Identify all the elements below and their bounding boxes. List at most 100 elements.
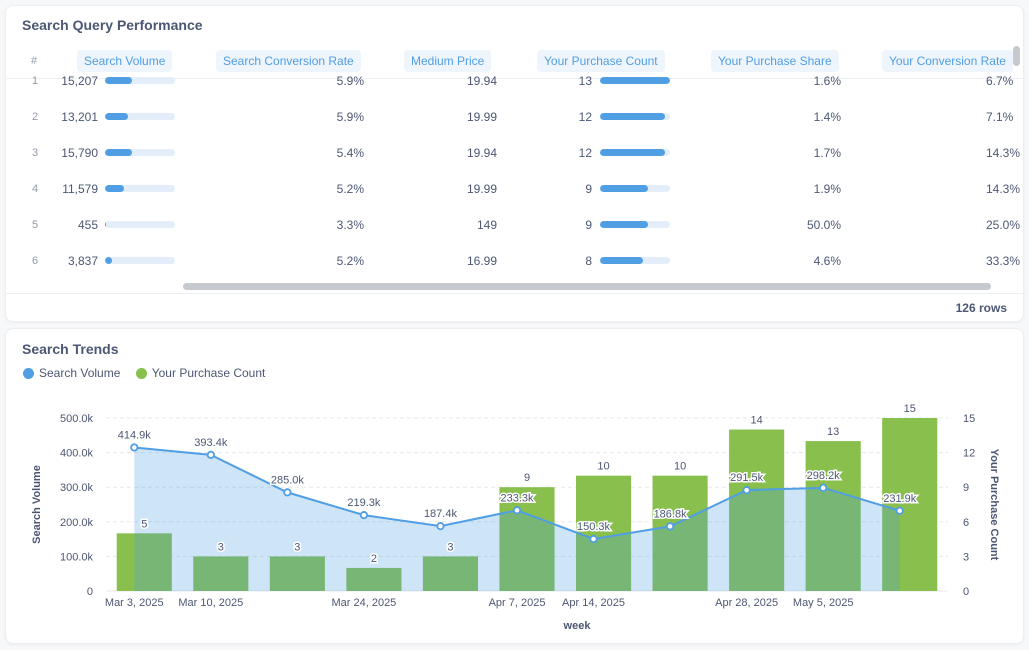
medium-price-cell: 19.99 (466, 110, 497, 124)
search-trends-card: Search Trends Search Volume Your Purchas… (5, 328, 1024, 644)
search-volume-bar (105, 113, 175, 120)
legend-dot-search-volume (23, 367, 34, 379)
row-index: 5 (32, 219, 39, 231)
x-tick-label: Mar 10, 2025 (178, 597, 243, 609)
purchase-count-data-label: 10 (674, 461, 686, 473)
search-conversion-rate-cell: 5.2% (336, 254, 364, 268)
search-conversion-rate-cell: 5.9% (336, 110, 364, 124)
search-volume-point (589, 534, 598, 544)
search-volume-point (206, 450, 215, 459)
legend-label-search-volume: Search Volume (39, 366, 121, 380)
y-right-tick-label: 3 (963, 551, 969, 563)
search-volume-data-label: 233.3k (500, 492, 534, 504)
purchase-count-bar (600, 221, 670, 228)
purchase-count-cell: 12 (578, 110, 592, 124)
table-row[interactable]: 2 13,201 5.9% 19.99 12 1.4% 7.1% (6, 99, 1025, 135)
y-left-tick-label: 0 (87, 586, 93, 598)
purchase-count-data-label: 3 (447, 541, 453, 553)
conversion-rate-cell: 14.3% (986, 182, 1021, 196)
x-tick-label: Apr 14, 2025 (562, 597, 625, 609)
purchase-share-cell: 50.0% (806, 218, 841, 232)
search-volume-data-label: 219.3k (347, 497, 381, 509)
purchase-count-bar (346, 567, 402, 591)
column-header-your-conversion-rate[interactable]: Your Conversion Rate (882, 50, 1013, 72)
row-index: 4 (32, 183, 39, 195)
column-header-search-volume[interactable]: Search Volume (77, 50, 173, 72)
search-volume-bar (105, 77, 175, 84)
table-row[interactable]: 6 3,837 5.2% 16.99 8 4.6% 33.3% (6, 243, 1025, 279)
purchase-count-bar (422, 556, 479, 591)
vertical-scrollbar[interactable] (1013, 46, 1020, 66)
legend-dot-purchase-count (135, 367, 147, 379)
purchase-count-data-label: 14 (751, 415, 763, 427)
medium-price-cell: 19.94 (466, 146, 497, 160)
search-volume-cell: 11,579 (62, 182, 98, 196)
column-header-medium-price[interactable]: Medium Price (404, 50, 492, 72)
column-header-search-conversion-rate[interactable]: Search Conversion Rate (216, 50, 361, 72)
row-index: 3 (32, 147, 39, 159)
search-volume-data-label: 150.3k (577, 521, 611, 533)
conversion-rate-cell: 25.0% (986, 218, 1021, 232)
search-volume-data-label: 186.8k (654, 508, 688, 520)
search-volume-data-label: 393.4k (194, 437, 228, 449)
x-tick-label: Mar 24, 2025 (331, 597, 396, 609)
search-conversion-rate-cell: 5.2% (336, 182, 364, 196)
purchase-share-cell: 1.9% (813, 182, 841, 196)
chart-legend: Search Volume Your Purchase Count (23, 366, 277, 382)
search-conversion-rate-cell: 3.3% (336, 218, 364, 232)
purchase-count-cell: 9 (585, 182, 592, 196)
search-volume-data-label: 298.2k (807, 470, 841, 482)
search-volume-data-label: 414.9k (118, 429, 152, 441)
x-axis-title: week (563, 620, 592, 632)
search-volume-point (359, 511, 369, 520)
purchase-count-cell: 12 (578, 146, 592, 160)
column-header-your-purchase-count[interactable]: Your Purchase Count (537, 50, 665, 72)
y-left-tick-label: 100.0k (60, 551, 94, 563)
search-volume-point (665, 522, 675, 531)
horizontal-scrollbar[interactable] (183, 283, 991, 290)
y-axis-title-right: Your Purchase Count (988, 449, 1000, 561)
y-right-tick-label: 12 (963, 448, 975, 460)
search-volume-point (512, 506, 522, 515)
x-tick-label: Mar 3, 2025 (105, 597, 164, 609)
search-volume-data-label: 187.4k (424, 508, 458, 520)
x-tick-label: Apr 7, 2025 (489, 597, 546, 609)
purchase-count-bar (600, 257, 670, 264)
purchase-count-data-label: 3 (294, 541, 300, 553)
search-volume-cell: 15,207 (61, 74, 98, 88)
y-left-tick-label: 300.0k (60, 482, 94, 494)
y-left-tick-label: 200.0k (60, 517, 94, 529)
search-trends-chart: 5 3 3 2 3 9 10 10 14 13 15 414.9k 393.4k 285.0k 219.3k… (31, 402, 1000, 633)
y-right-tick-label: 15 (963, 413, 975, 425)
search-conversion-rate-cell: 5.4% (336, 146, 364, 160)
purchase-count-bar (600, 185, 670, 192)
row-count-label: 126 rows (955, 301, 1007, 315)
table-row[interactable]: 3 15,790 5.4% 19.94 12 1.7% 14.3% (6, 135, 1025, 171)
medium-price-cell: 149 (476, 218, 497, 232)
purchase-count-cell: 13 (578, 74, 592, 88)
search-volume-bar (105, 149, 175, 156)
purchase-count-data-label: 9 (524, 472, 530, 484)
purchase-count-data-label: 15 (904, 403, 916, 415)
legend-label-purchase-count: Your Purchase Count (151, 366, 266, 380)
purchase-count-data-label: 3 (218, 541, 224, 553)
table-row[interactable]: 4 11,579 5.2% 19.99 9 1.9% 14.3% (6, 171, 1025, 207)
y-right-tick-label: 6 (963, 517, 969, 529)
table-viewport[interactable]: # Search Volume Search Conversion Rate M… (6, 43, 1025, 283)
column-header-your-purchase-share[interactable]: Your Purchase Share (711, 50, 839, 72)
conversion-rate-cell: 6.7% (986, 74, 1014, 88)
table-row[interactable]: 5 455 3.3% 149 9 50.0% 25.0% (6, 207, 1025, 243)
y-axis-title-left: Search Volume (31, 465, 43, 544)
medium-price-cell: 19.99 (466, 182, 497, 196)
search-volume-data-label: 285.0k (271, 474, 305, 486)
search-volume-cell: 15,790 (61, 146, 98, 160)
search-volume-cell: 3,837 (67, 254, 98, 268)
legend-item-search-volume[interactable]: Search Volume (23, 366, 120, 380)
table-row[interactable]: 1 15,207 5.9% 19.94 13 1.6% 6.7% (6, 63, 1025, 99)
y-right-tick-label: 9 (963, 482, 969, 494)
purchase-count-cell: 9 (585, 218, 592, 232)
legend-item-your-purchase-count[interactable]: Your Purchase Count (135, 366, 266, 380)
purchase-count-bar (652, 475, 708, 591)
table-card-title: Search Query Performance (22, 17, 203, 33)
table-header-row: # Search Volume Search Conversion Rate M… (6, 43, 1025, 79)
